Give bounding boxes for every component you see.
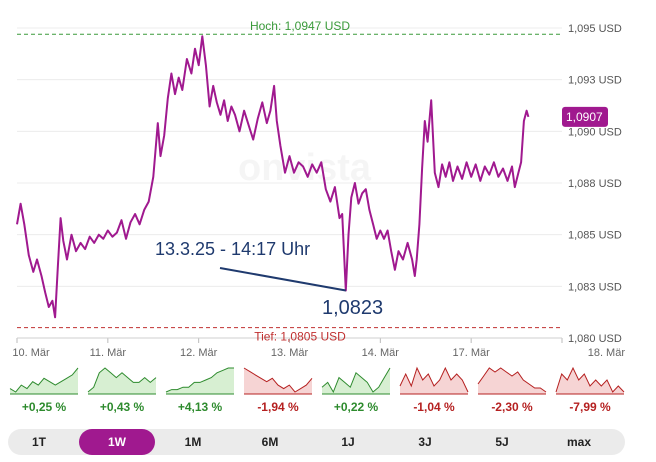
y-tick-label: 1,093 USD [568, 75, 622, 87]
range-button-1w[interactable]: 1W [79, 429, 155, 455]
sparkline-line [399, 366, 469, 393]
period-performance-item[interactable]: -7,99 % [554, 366, 626, 418]
sparkline [165, 367, 234, 395]
price-series-line [16, 35, 530, 319]
sparkline [9, 367, 79, 395]
period-performance-item[interactable]: -1,94 % [242, 366, 314, 418]
period-performance-item[interactable]: +0,22 % [320, 366, 392, 418]
current-price-value: 1,0907 [566, 110, 603, 124]
annotation-pointer [219, 267, 346, 292]
period-performance-item[interactable]: -2,30 % [476, 366, 548, 418]
period-performance-item[interactable]: -1,04 % [398, 366, 470, 418]
x-tick-label: 11. Mär [90, 347, 127, 359]
sparkline [399, 366, 469, 395]
period-performance-item[interactable]: +0,43 % [86, 366, 158, 418]
range-button-max[interactable]: max [566, 435, 592, 449]
sparkline-area [244, 368, 312, 394]
y-tick-label: 1,095 USD [568, 23, 622, 35]
sparkline [87, 367, 157, 395]
y-axis-labels: 1,095 USD 1,093 USD 1,090 USD 1,088 USD 1,08… [568, 23, 622, 345]
x-tick-label: 10. Mär [12, 347, 50, 359]
sparkline-area [400, 368, 468, 394]
x-axis-labels: 10. Mär 11. Mär 12. Mär 13. Mär 14. Mär 17. M… [12, 347, 625, 359]
sparkline-area [166, 368, 234, 394]
sparkline-line [165, 367, 234, 393]
x-tick-label: 17. Mär [453, 347, 491, 359]
period-performance-strip: +0,25 % +0,43 % +4,13 % -1,94 % +0,22 % -1,04… [8, 366, 628, 418]
sparkline-line [9, 367, 79, 393]
range-button-5j[interactable]: 5J [495, 435, 509, 449]
sparkline [243, 367, 313, 395]
period-change-value: -7,99 % [569, 400, 611, 414]
range-button-1t[interactable]: 1T [31, 435, 46, 449]
range-button-1m[interactable]: 1M [184, 435, 202, 449]
period-performance-item[interactable]: +0,25 % [8, 366, 80, 418]
y-tick-label: 1,080 USD [568, 333, 622, 345]
period-change-value: +0,22 % [333, 400, 379, 414]
sparkline [555, 366, 625, 395]
low-label: Tief: 1,0805 USD [254, 330, 346, 344]
x-tick-label: 18. Mär [588, 347, 626, 359]
high-label: Hoch: 1,0947 USD [250, 19, 350, 33]
range-button-6m[interactable]: 6M [261, 435, 279, 449]
y-tick-label: 1,085 USD [568, 230, 622, 242]
sparkline [477, 367, 547, 395]
x-tick-label: 13. Mär [271, 347, 309, 359]
sparkline-line [477, 367, 547, 393]
annotation-value: 1,0823 [322, 297, 383, 319]
range-button-1j[interactable]: 1J [341, 435, 355, 449]
y-tick-label: 1,090 USD [568, 126, 622, 138]
sparkline-line [321, 367, 391, 394]
sparkline-line [555, 366, 625, 393]
sparkline-area [10, 368, 78, 394]
range-button-3j[interactable]: 3J [418, 435, 432, 449]
period-change-value: +0,43 % [99, 400, 145, 414]
sparkline-area [88, 368, 156, 394]
period-performance-item[interactable]: +4,13 % [164, 366, 236, 418]
sparkline-area [556, 368, 624, 394]
x-tick-label: 12. Mär [180, 347, 218, 359]
y-tick-label: 1,088 USD [568, 178, 622, 190]
sparkline-line [87, 367, 157, 393]
time-range-selector: 1T 1W 1M 6M 1J 3J 5J max [8, 429, 625, 455]
period-change-value: -2,30 % [491, 400, 533, 414]
period-change-value: -1,94 % [257, 400, 299, 414]
chart-grid [16, 27, 563, 343]
sparkline-area [322, 368, 390, 394]
sparkline [321, 367, 391, 395]
period-change-value: +4,13 % [177, 400, 223, 414]
current-price-badge [562, 106, 608, 127]
x-tick-label: 14. Mär [362, 347, 400, 359]
y-tick-label: 1,083 USD [568, 281, 622, 293]
sparkline-area [478, 368, 546, 394]
period-change-value: +0,25 % [21, 400, 67, 414]
sparkline-line [243, 367, 313, 393]
period-change-value: -1,04 % [413, 400, 455, 414]
annotation-label: 13.3.25 - 14:17 Uhr [155, 239, 310, 259]
